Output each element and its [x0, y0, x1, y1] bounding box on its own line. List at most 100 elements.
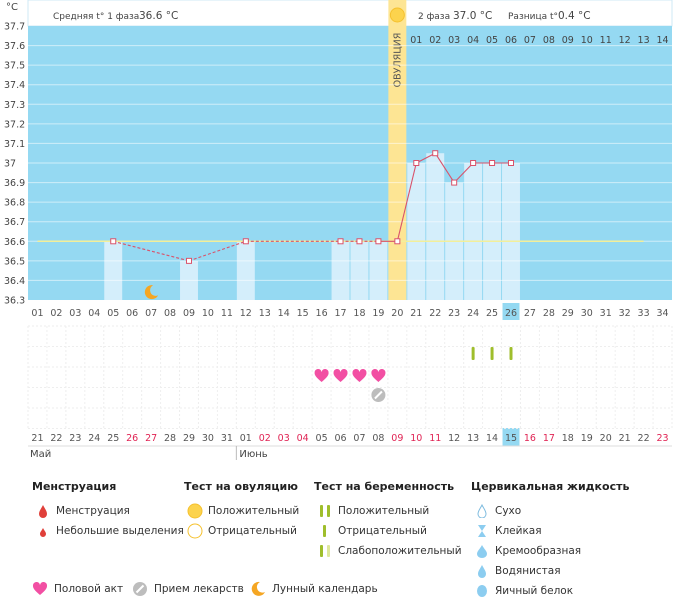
legend-item: Положительный	[314, 501, 462, 521]
temperature-bar	[350, 241, 369, 300]
cycle-day-label: 13	[259, 308, 271, 319]
date-label: 10	[410, 433, 422, 444]
diff-value: 0.4 °C	[558, 10, 591, 22]
y-tick-label: 37.1	[4, 139, 25, 150]
post-ovulation-day-label: 13	[638, 35, 650, 46]
moon-icon	[248, 580, 268, 598]
temperature-point	[508, 160, 514, 166]
date-label: 22	[50, 433, 62, 444]
legend-item: Слабоположительный	[314, 541, 462, 561]
y-tick-label: 36.7	[4, 217, 25, 228]
temperature-point	[470, 160, 477, 166]
cycle-day-label: 28	[543, 308, 555, 319]
legend-label: Положительный	[208, 505, 300, 517]
date-label: 31	[221, 433, 233, 444]
post-ovulation-day-label: 08	[543, 35, 555, 46]
legend-label: Менструация	[56, 505, 130, 517]
post-ovulation-day-label: 06	[505, 35, 517, 46]
cycle-day-label: 07	[145, 308, 157, 319]
date-label: 04	[297, 433, 309, 444]
heart-icon	[314, 368, 329, 382]
legend-item: Водянистая	[471, 561, 629, 581]
cycle-day-label: 15	[297, 308, 309, 319]
cycle-day-label: 05	[107, 308, 119, 319]
temperature-point	[489, 160, 496, 166]
date-label: 21	[31, 433, 43, 444]
cream-drop-icon	[471, 543, 493, 559]
temperature-bar	[464, 163, 483, 300]
legend-item: Клейкая	[471, 521, 629, 541]
cycle-day-label: 27	[524, 308, 536, 319]
y-tick-label: 37.4	[4, 80, 25, 91]
legend-title: Менструация	[32, 480, 117, 493]
test-faint-line-icon	[314, 543, 336, 559]
legend-label: Половой акт	[54, 583, 124, 595]
date-label: 22	[638, 433, 650, 444]
cycle-day-label: 17	[334, 308, 346, 319]
cycle-day-label: 30	[581, 308, 593, 319]
post-ovulation-day-label: 05	[486, 35, 498, 46]
legend-label: Кремообразная	[495, 545, 582, 557]
legend-label: Клейкая	[495, 525, 542, 537]
date-label: 24	[88, 433, 100, 444]
temperature-bar	[104, 241, 123, 300]
cycle-day-label: 22	[429, 308, 441, 319]
date-label: 17	[543, 433, 555, 444]
y-tick-label: 37.7	[4, 22, 25, 33]
date-label: 08	[372, 433, 384, 444]
cycle-day-label: 20	[391, 308, 403, 319]
temperature-line-segment	[434, 152, 455, 183]
y-tick-label: 37.5	[4, 61, 25, 72]
cycle-day-label: 10	[202, 308, 214, 319]
date-label: 18	[562, 433, 574, 444]
ovulation-label: ОВУЛЯЦИЯ	[392, 33, 403, 88]
cycle-day-label: 02	[50, 308, 62, 319]
legend-item: Кремообразная	[471, 541, 629, 561]
legend-intercourse: Половой акт	[30, 580, 123, 598]
test-double-line-icon	[314, 503, 336, 519]
cycle-day-label: 16	[316, 308, 328, 319]
temperature-point	[186, 257, 192, 264]
temperature-point	[356, 238, 363, 245]
date-label: 02	[259, 433, 271, 444]
legend-label: Отрицательный	[338, 525, 427, 537]
drop-outline-icon	[471, 503, 493, 519]
month-label: Июнь	[239, 449, 267, 460]
cycle-day-label: 12	[240, 308, 252, 319]
phase1-value: 36.6 °C	[139, 10, 178, 22]
cycle-day-label: 19	[372, 308, 384, 319]
diff-label: Разница t°	[508, 12, 558, 22]
legend-title: Цервикальная жидкость	[471, 480, 630, 493]
legend-label: Прием лекарств	[154, 583, 244, 595]
temperature-chart: °C Средняя t° 1 фаза 36.6 °C 2 фаза 37.0 °C Р…	[4, 0, 673, 460]
y-tick-label: 36.5	[4, 256, 25, 267]
cycle-day-label: 32	[619, 308, 631, 319]
legend-label: Слабоположительный	[338, 545, 462, 557]
phase1-label: Средняя t° 1 фаза	[53, 12, 139, 22]
temperature-bar	[331, 241, 350, 300]
temperature-point	[110, 238, 117, 245]
temperature-bar	[502, 163, 520, 300]
temperature-point	[337, 238, 344, 245]
circle-empty-icon	[184, 523, 206, 539]
cycle-day-label: 18	[353, 308, 365, 319]
temperature-bar	[483, 163, 502, 300]
y-unit-label: °C	[6, 2, 18, 13]
temperature-point	[432, 150, 439, 157]
temperature-point	[394, 238, 401, 245]
date-label: 26	[126, 433, 138, 444]
cycle-day-label: 06	[126, 308, 138, 319]
temperature-point	[413, 160, 420, 166]
temperature-bar	[426, 153, 445, 300]
post-ovulation-day-label: 04	[467, 35, 479, 46]
date-label: 03	[278, 433, 290, 444]
date-label: 29	[183, 433, 195, 444]
post-ovulation-day-label: 10	[581, 35, 593, 46]
date-label: 05	[316, 433, 328, 444]
date-label: 07	[353, 433, 365, 444]
ovulation-test-positive-icon	[389, 7, 405, 23]
legend-medicine: Прием лекарств	[130, 580, 244, 598]
chart-header	[27, 0, 673, 27]
cycle-day-label: 29	[562, 308, 574, 319]
cycle-day-label: 11	[221, 308, 233, 319]
